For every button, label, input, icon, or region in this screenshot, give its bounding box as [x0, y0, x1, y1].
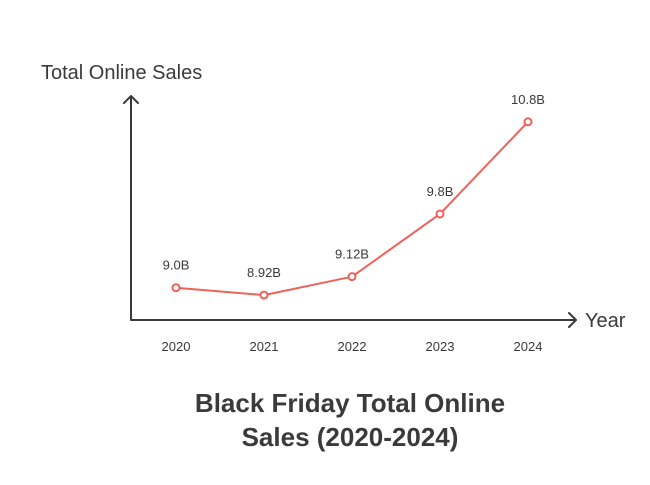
data-point — [347, 272, 357, 282]
chart-title-line-1: Black Friday Total Online — [195, 388, 505, 418]
data-point — [435, 209, 445, 219]
data-point — [259, 290, 269, 300]
data-label: 8.92B — [247, 265, 281, 280]
x-tick-label: 2022 — [338, 339, 367, 354]
series-line — [175, 121, 529, 297]
data-point — [523, 117, 533, 127]
x-tick-label: 2023 — [426, 339, 455, 354]
chart-title-line-2: Sales (2020-2024) — [242, 422, 459, 452]
data-point — [171, 283, 181, 293]
data-label: 9.8B — [427, 184, 454, 199]
x-tick-label: 2024 — [514, 339, 543, 354]
data-label: 9.0B — [163, 258, 190, 273]
x-axis-title: Year — [585, 310, 626, 332]
x-tick-label: 2021 — [250, 339, 279, 354]
axes — [123, 95, 577, 328]
y-axis-title: Total Online Sales — [41, 62, 202, 84]
data-label: 10.8B — [511, 92, 545, 107]
x-tick-label: 2020 — [162, 339, 191, 354]
data-label: 9.12B — [335, 247, 369, 262]
